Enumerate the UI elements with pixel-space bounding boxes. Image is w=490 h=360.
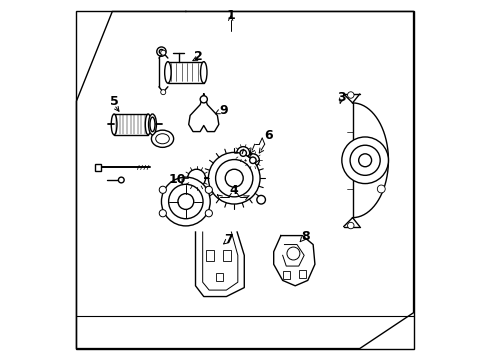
Circle shape <box>205 186 213 193</box>
Circle shape <box>216 159 253 197</box>
Circle shape <box>159 49 164 54</box>
Text: 4: 4 <box>230 184 239 197</box>
Circle shape <box>159 186 167 193</box>
Circle shape <box>161 177 210 226</box>
Text: 3: 3 <box>338 91 346 104</box>
Circle shape <box>359 154 371 167</box>
Text: 8: 8 <box>301 230 310 243</box>
Text: 2: 2 <box>194 50 203 63</box>
Circle shape <box>246 154 259 167</box>
Circle shape <box>157 47 166 56</box>
Circle shape <box>237 147 250 159</box>
Circle shape <box>159 210 167 217</box>
Circle shape <box>225 169 243 187</box>
Circle shape <box>287 247 300 260</box>
Ellipse shape <box>165 62 171 83</box>
Text: 7: 7 <box>224 233 233 246</box>
Text: 5: 5 <box>110 95 119 108</box>
Ellipse shape <box>377 185 385 193</box>
Text: 6: 6 <box>264 129 272 142</box>
Circle shape <box>342 137 389 184</box>
Ellipse shape <box>156 134 170 144</box>
Ellipse shape <box>148 114 156 135</box>
Circle shape <box>119 177 124 183</box>
Bar <box>223 250 231 261</box>
Circle shape <box>250 157 256 163</box>
Circle shape <box>347 222 354 229</box>
Circle shape <box>240 150 246 156</box>
Bar <box>206 250 214 261</box>
Ellipse shape <box>146 114 151 135</box>
Bar <box>216 273 223 282</box>
Bar <box>299 270 306 278</box>
Circle shape <box>169 184 203 219</box>
Circle shape <box>350 145 380 175</box>
Circle shape <box>200 96 207 103</box>
Ellipse shape <box>150 117 155 132</box>
Circle shape <box>205 210 213 217</box>
Bar <box>114 114 148 135</box>
Circle shape <box>188 169 205 187</box>
Text: 10: 10 <box>168 173 186 186</box>
Bar <box>283 271 290 279</box>
Bar <box>95 164 101 171</box>
Bar <box>168 62 204 83</box>
Circle shape <box>161 90 166 95</box>
Circle shape <box>161 50 166 55</box>
Text: 9: 9 <box>219 104 228 117</box>
Text: 1: 1 <box>226 9 235 22</box>
Circle shape <box>208 152 260 204</box>
Ellipse shape <box>200 62 207 83</box>
Circle shape <box>178 194 194 210</box>
Circle shape <box>347 92 354 98</box>
Ellipse shape <box>111 114 117 135</box>
Circle shape <box>257 195 266 204</box>
Ellipse shape <box>151 130 173 147</box>
